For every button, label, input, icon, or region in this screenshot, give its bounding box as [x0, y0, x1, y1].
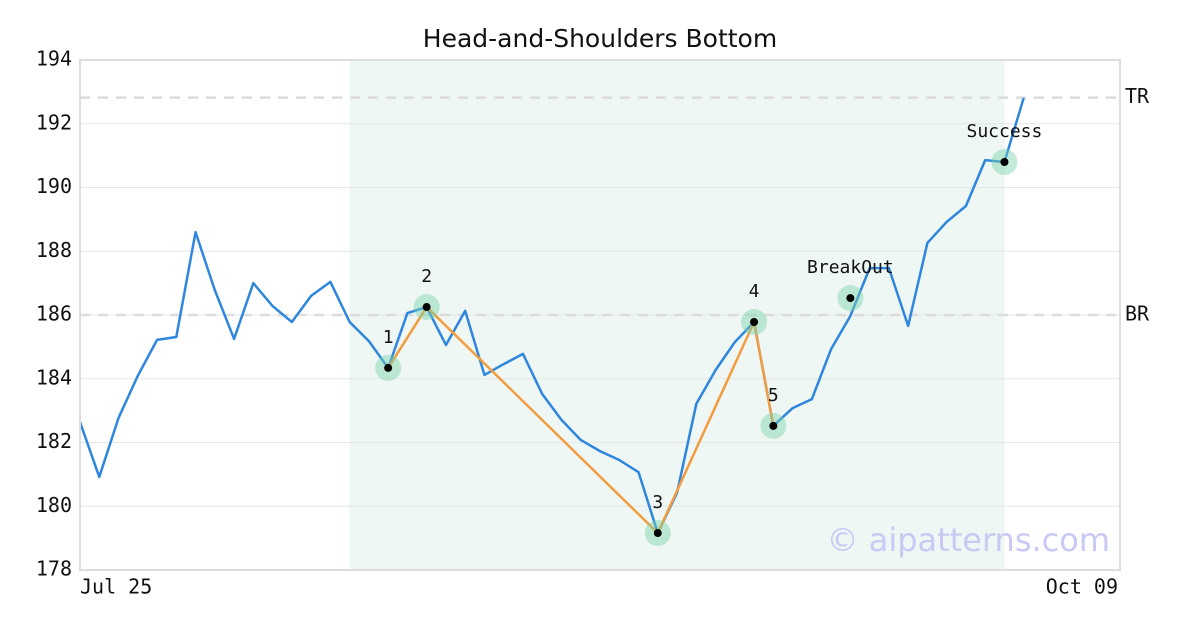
level-label: TR	[1125, 84, 1150, 108]
y-tick-label: 182	[36, 429, 72, 453]
watermark: © aipatterns.com	[827, 521, 1110, 559]
y-tick-label: 192	[36, 110, 72, 134]
event-point-label: Success	[967, 121, 1043, 142]
pattern-point-label: 3	[652, 492, 663, 513]
pattern-point-dot	[769, 421, 778, 430]
y-tick-label: 190	[36, 174, 72, 198]
pattern-point-dot	[750, 318, 759, 327]
event-point-dot	[846, 294, 855, 303]
chart-title: Head-and-Shoulders Bottom	[423, 24, 777, 53]
level-label: BR	[1125, 302, 1150, 326]
x-tick-label: Jul 25	[80, 575, 152, 599]
pattern-point-dot	[422, 303, 431, 312]
event-point-label: BreakOut	[807, 257, 894, 278]
x-tick-label: Oct 09	[1046, 575, 1118, 599]
y-tick-label: 178	[36, 557, 72, 581]
plot-frame	[79, 59, 1121, 571]
pattern-point-label: 1	[383, 327, 394, 348]
y-tick-label: 194	[36, 47, 72, 71]
y-tick-label: 186	[36, 302, 72, 326]
pattern-point-dot	[653, 529, 662, 538]
pattern-point-label: 4	[749, 281, 760, 302]
pattern-point-dot	[384, 363, 393, 372]
y-tick-label: 188	[36, 238, 72, 262]
price-line	[78, 97, 1025, 535]
pattern-point-label: 2	[421, 266, 432, 287]
y-tick-label: 184	[36, 365, 72, 389]
event-point-dot	[1000, 158, 1009, 166]
pattern-point-label: 5	[768, 385, 779, 406]
y-tick-label: 180	[36, 493, 72, 517]
